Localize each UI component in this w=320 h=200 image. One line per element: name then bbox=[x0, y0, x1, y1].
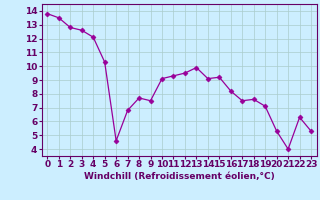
X-axis label: Windchill (Refroidissement éolien,°C): Windchill (Refroidissement éolien,°C) bbox=[84, 172, 275, 181]
